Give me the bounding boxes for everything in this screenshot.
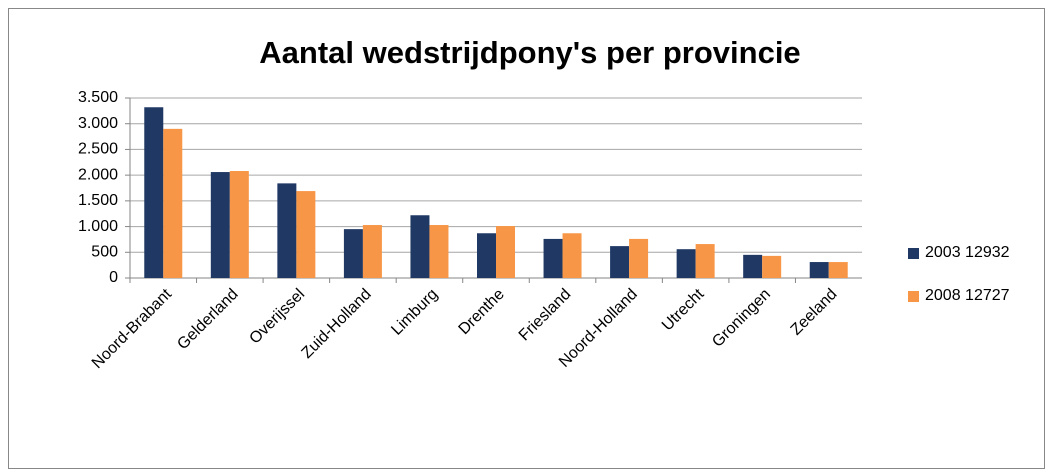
bar [163, 128, 183, 278]
y-tick-label: 2.500 [78, 141, 118, 158]
legend-label: 2003 12932 [925, 244, 1010, 261]
y-tick-label: 500 [91, 244, 118, 261]
bar [210, 172, 230, 278]
y-tick-label: 2.000 [78, 166, 118, 183]
bar [762, 255, 782, 278]
bar [610, 246, 630, 278]
y-tick-label: 0 [109, 269, 118, 286]
y-tick-label: 1.500 [78, 192, 118, 209]
bar [343, 229, 363, 278]
bar [562, 233, 582, 278]
bar [144, 107, 164, 278]
bar [296, 191, 316, 278]
legend-swatch [908, 291, 919, 302]
bar [743, 254, 763, 278]
y-tick-label: 3.000 [78, 115, 118, 132]
legend-label: 2008 12727 [925, 287, 1010, 304]
bar [429, 225, 449, 278]
bar [629, 238, 649, 278]
y-tick-label: 1.000 [78, 218, 118, 235]
bar [809, 262, 829, 278]
bar [277, 183, 297, 278]
bar [676, 249, 696, 278]
bar [410, 215, 430, 278]
bar [477, 233, 496, 278]
chart-title: Aantal wedstrijdpony's per provincie [259, 35, 800, 70]
y-tick-label: 3.500 [78, 89, 118, 106]
bar [362, 225, 382, 278]
bar [828, 262, 848, 278]
bar [695, 244, 715, 278]
bar [229, 171, 249, 278]
bar [543, 238, 563, 278]
legend-swatch [908, 248, 919, 259]
bar [496, 226, 515, 278]
